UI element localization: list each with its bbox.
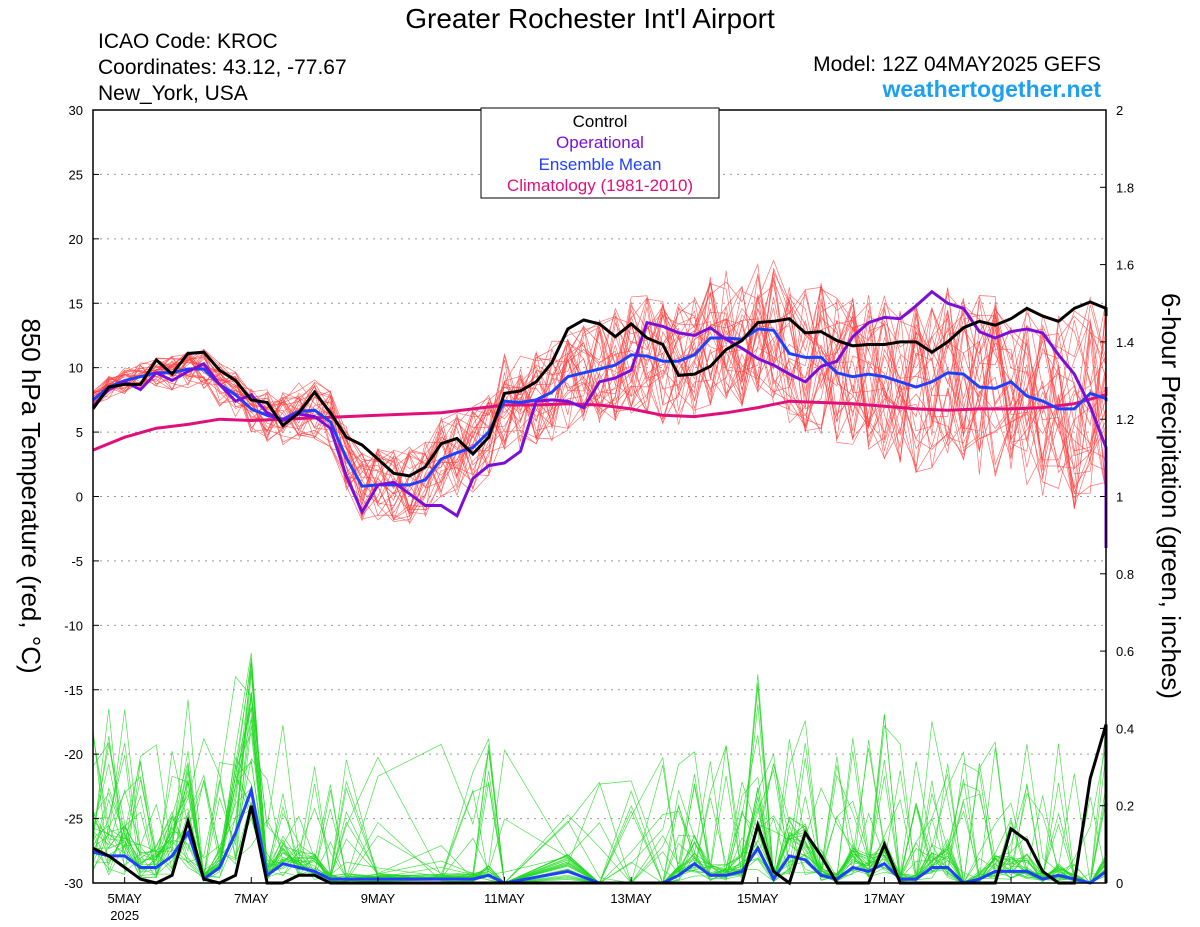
precip-member-line bbox=[92, 762, 1107, 884]
temp-ensemble-mean-line bbox=[92, 327, 1108, 488]
chart-title: Greater Rochester Int'l Airport bbox=[405, 3, 775, 34]
y-axis-label-left: 850 hPa Temperature (red, °C) bbox=[16, 318, 46, 673]
x-tick-label: 17MAY bbox=[864, 891, 906, 906]
y-tick-label: -20 bbox=[64, 747, 83, 762]
x-tick-label: 11MAY bbox=[484, 891, 525, 906]
y-tick-label: -30 bbox=[64, 876, 83, 891]
temp-member-line bbox=[92, 263, 1107, 489]
y-right-tick-label: 1.4 bbox=[1116, 335, 1134, 350]
y-right-tick-label: 1 bbox=[1116, 490, 1123, 505]
precip-member-line bbox=[92, 759, 1107, 884]
location: New_York, USA bbox=[98, 82, 248, 105]
x-tick-label: 5MAY bbox=[107, 891, 142, 906]
legend-operational: Operational bbox=[556, 133, 644, 152]
legend-ensemble-mean: Ensemble Mean bbox=[539, 155, 662, 174]
x-tick-label: 9MAY bbox=[361, 891, 396, 906]
precip-member-line bbox=[92, 756, 1107, 884]
legend: Control Operational Ensemble Mean Climat… bbox=[480, 107, 720, 199]
y-tick-label: 25 bbox=[69, 167, 83, 182]
y-tick-label: -25 bbox=[64, 812, 83, 827]
temp-member-line bbox=[92, 295, 1107, 502]
y-right-tick-label: 2 bbox=[1116, 103, 1123, 118]
y-tick-label: 5 bbox=[76, 425, 83, 440]
x-axis: 5MAY 7MAY 9MAY 11MAY 13MAY 15MAY 17MAY 19MAY 202… bbox=[107, 877, 1032, 923]
coordinates: Coordinates: 43.12, -77.67 bbox=[98, 56, 347, 79]
y-axis-right: 2 1.8 1.6 1.4 1.2 1 0.8 0.6 0.4 0.2 0 bbox=[1100, 103, 1134, 891]
y-tick-label: 10 bbox=[69, 361, 83, 376]
model-run: Model: 12Z 04MAY2025 GEFS bbox=[813, 53, 1101, 76]
temp-member-line bbox=[92, 285, 1107, 514]
x-year-label: 2025 bbox=[110, 908, 139, 923]
x-tick-label: 13MAY bbox=[610, 891, 652, 906]
precip-member-line bbox=[92, 737, 1107, 884]
y-right-tick-label: 0.4 bbox=[1116, 721, 1134, 736]
y-tick-label: 15 bbox=[69, 296, 83, 311]
legend-control: Control bbox=[573, 112, 628, 131]
precip-ensemble-mean-line bbox=[92, 784, 1108, 885]
temp-control-line bbox=[91, 300, 1108, 478]
y-axis-label-right: 6-hour Precipitation (green, inches) bbox=[1156, 293, 1186, 699]
temp-member-line bbox=[92, 315, 1107, 525]
x-tick-label: 15MAY bbox=[737, 891, 779, 906]
y-right-tick-label: 0.6 bbox=[1116, 644, 1134, 659]
y-tick-label: -15 bbox=[64, 683, 83, 698]
temp-member-line bbox=[92, 278, 1107, 511]
series bbox=[91, 289, 1108, 886]
y-axis-left: 30 25 20 15 10 5 0 -5 -10 -15 -20 -25 -30 bbox=[64, 103, 99, 891]
precip-members bbox=[92, 652, 1107, 884]
y-right-tick-label: 0.8 bbox=[1116, 567, 1134, 582]
y-tick-label: 20 bbox=[69, 232, 83, 247]
x-tick-label: 19MAY bbox=[990, 891, 1032, 906]
y-tick-label: -5 bbox=[71, 554, 83, 569]
y-right-tick-label: 0.2 bbox=[1116, 799, 1134, 814]
y-right-tick-label: 0 bbox=[1116, 876, 1123, 891]
y-tick-label: 0 bbox=[76, 490, 83, 505]
legend-box bbox=[480, 107, 720, 199]
y-tick-label: 30 bbox=[69, 103, 83, 118]
legend-climatology: Climatology (1981-2010) bbox=[507, 176, 693, 195]
y-tick-label: -10 bbox=[64, 618, 83, 633]
y-right-tick-label: 1.6 bbox=[1116, 258, 1134, 273]
temp-member-line bbox=[92, 307, 1107, 522]
y-right-tick-label: 1.8 bbox=[1116, 180, 1134, 195]
climatology-line bbox=[92, 387, 1108, 452]
icao-code: ICAO Code: KROC bbox=[98, 30, 278, 53]
brand-link[interactable]: weathertogether.net bbox=[881, 76, 1101, 102]
x-tick-label: 7MAY bbox=[234, 891, 269, 906]
precip-member-line bbox=[92, 683, 1107, 884]
y-right-tick-label: 1.2 bbox=[1116, 412, 1134, 427]
